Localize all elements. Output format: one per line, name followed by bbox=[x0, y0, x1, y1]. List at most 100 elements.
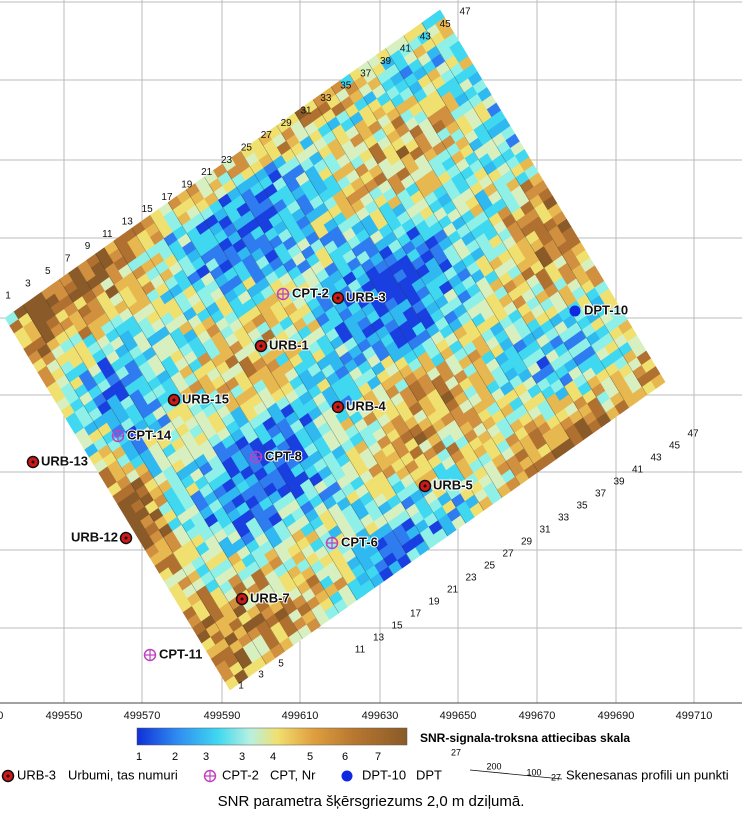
scan-profile bbox=[294, 112, 521, 485]
scan-profile bbox=[77, 266, 303, 639]
profile-label: 11 bbox=[355, 645, 366, 656]
scan-profile bbox=[59, 279, 285, 652]
profile-label: 11 bbox=[102, 229, 113, 240]
profile-label: 43 bbox=[650, 453, 662, 464]
legend-icon-label: DPT-10 bbox=[362, 767, 406, 782]
profile-label: 31 bbox=[539, 525, 551, 536]
point-label: URB-5 bbox=[433, 477, 473, 492]
profile-label: 39 bbox=[380, 56, 392, 67]
profile-label: 13 bbox=[373, 633, 385, 644]
borehole-dot bbox=[124, 536, 128, 540]
profile-label: 17 bbox=[161, 192, 173, 203]
surface-cell bbox=[650, 373, 666, 389]
profile-label: 39 bbox=[613, 477, 625, 488]
profile-label: 7 bbox=[65, 254, 71, 265]
scan-profile bbox=[240, 151, 466, 524]
caption: SNR parametra šķērsgriezums 2,0 m dziļum… bbox=[218, 793, 525, 810]
profile-label: 33 bbox=[320, 93, 332, 104]
borehole-dot bbox=[31, 460, 35, 464]
cpt-marker bbox=[325, 536, 339, 550]
legend-icon-label: CPT-2 bbox=[222, 767, 259, 782]
x-tick-label: 499690 bbox=[598, 710, 635, 722]
profile-label: 45 bbox=[440, 19, 452, 30]
profile-label: 3 bbox=[258, 670, 264, 681]
scan-profile bbox=[258, 138, 484, 511]
legend-icon-label: URB-3 bbox=[17, 767, 56, 782]
cpt-marker bbox=[276, 287, 290, 301]
profile-label: 19 bbox=[428, 597, 440, 608]
scan-profile bbox=[22, 305, 249, 678]
profile-label: 13 bbox=[122, 217, 134, 228]
scan-profile bbox=[149, 215, 376, 588]
borehole-dot bbox=[240, 597, 244, 601]
scale-label: 2 bbox=[172, 751, 178, 763]
x-tick-label: 499590 bbox=[204, 710, 241, 722]
profile-label: 37 bbox=[595, 489, 607, 500]
scan-profile bbox=[113, 240, 339, 614]
cpt-marker bbox=[111, 429, 125, 443]
cpt-cross bbox=[278, 289, 288, 299]
profile-label: 29 bbox=[521, 537, 533, 548]
x-tick-label: 499530 bbox=[0, 710, 3, 722]
profile-label: 27 bbox=[261, 130, 273, 141]
point-label: URB-7 bbox=[250, 590, 290, 605]
x-tick-label: 499570 bbox=[124, 710, 161, 722]
profile-label: 41 bbox=[632, 465, 644, 476]
point-label: DPT-10 bbox=[584, 302, 628, 317]
legend-text: DPT bbox=[416, 767, 442, 782]
legend-text: Skenesanas profili un punkti bbox=[566, 767, 729, 782]
cpt-cross bbox=[145, 650, 155, 660]
scan-profile bbox=[204, 176, 430, 549]
cpt-cross bbox=[113, 431, 123, 441]
snr-surface bbox=[4, 9, 666, 691]
scale-label: 3 bbox=[203, 751, 209, 763]
point-label: URB-3 bbox=[346, 289, 386, 304]
dpt-marker bbox=[341, 770, 353, 782]
point-label: CPT-8 bbox=[265, 448, 302, 463]
point-label: CPT-2 bbox=[292, 285, 329, 300]
profile-label: 1 bbox=[5, 291, 11, 302]
color-scale-bar bbox=[136, 727, 408, 746]
scan-profile bbox=[222, 163, 448, 537]
profile-label: 9 bbox=[85, 241, 91, 252]
profile-label: 45 bbox=[669, 441, 681, 452]
profile-label: 33 bbox=[558, 513, 570, 524]
x-tick-label: 499670 bbox=[519, 710, 556, 722]
point-label: URB-1 bbox=[269, 337, 309, 352]
cpt-marker bbox=[249, 450, 263, 464]
scan-profile bbox=[367, 61, 593, 434]
scan-profile bbox=[312, 99, 539, 472]
profile-label: 19 bbox=[181, 180, 193, 191]
profile-label: 1 bbox=[238, 681, 244, 692]
profile-label: 31 bbox=[300, 105, 312, 116]
borehole-dot bbox=[336, 296, 340, 300]
legend-profile-mark: 27 bbox=[451, 747, 461, 757]
legend-profile-line bbox=[469, 769, 563, 780]
profile-label: 47 bbox=[687, 429, 699, 440]
scale-label: 3 bbox=[239, 751, 245, 763]
point-label: CPT-6 bbox=[341, 534, 378, 549]
cpt-marker bbox=[203, 769, 217, 783]
borehole-dot bbox=[172, 398, 176, 402]
scan-profile bbox=[385, 48, 611, 421]
scale-label: 6 bbox=[342, 751, 348, 763]
legend-text: Urbumi, tas numuri bbox=[68, 767, 178, 782]
x-tick-label: 499630 bbox=[362, 710, 399, 722]
scan-profile bbox=[131, 228, 358, 601]
scale-label: 4 bbox=[270, 751, 276, 763]
borehole-dot bbox=[259, 344, 263, 348]
scan-profile bbox=[276, 125, 503, 498]
profile-label: 23 bbox=[465, 573, 477, 584]
profile-label: 27 bbox=[502, 549, 514, 560]
profile-label: 15 bbox=[142, 204, 154, 215]
scale-label: 5 bbox=[307, 751, 313, 763]
dpt-marker bbox=[569, 305, 581, 317]
profile-label: 5 bbox=[45, 266, 51, 277]
legend-profile-mark: 200 bbox=[486, 761, 501, 771]
legend: URB-3 Urbumi, tas numuri CPT-2 CPT, Nr DPT-1… bbox=[1, 747, 729, 783]
profile-label: 35 bbox=[340, 81, 352, 92]
legend-profile-mark: 100 bbox=[526, 767, 541, 777]
scan-profile bbox=[403, 35, 629, 408]
x-tick-label: 499610 bbox=[282, 710, 319, 722]
